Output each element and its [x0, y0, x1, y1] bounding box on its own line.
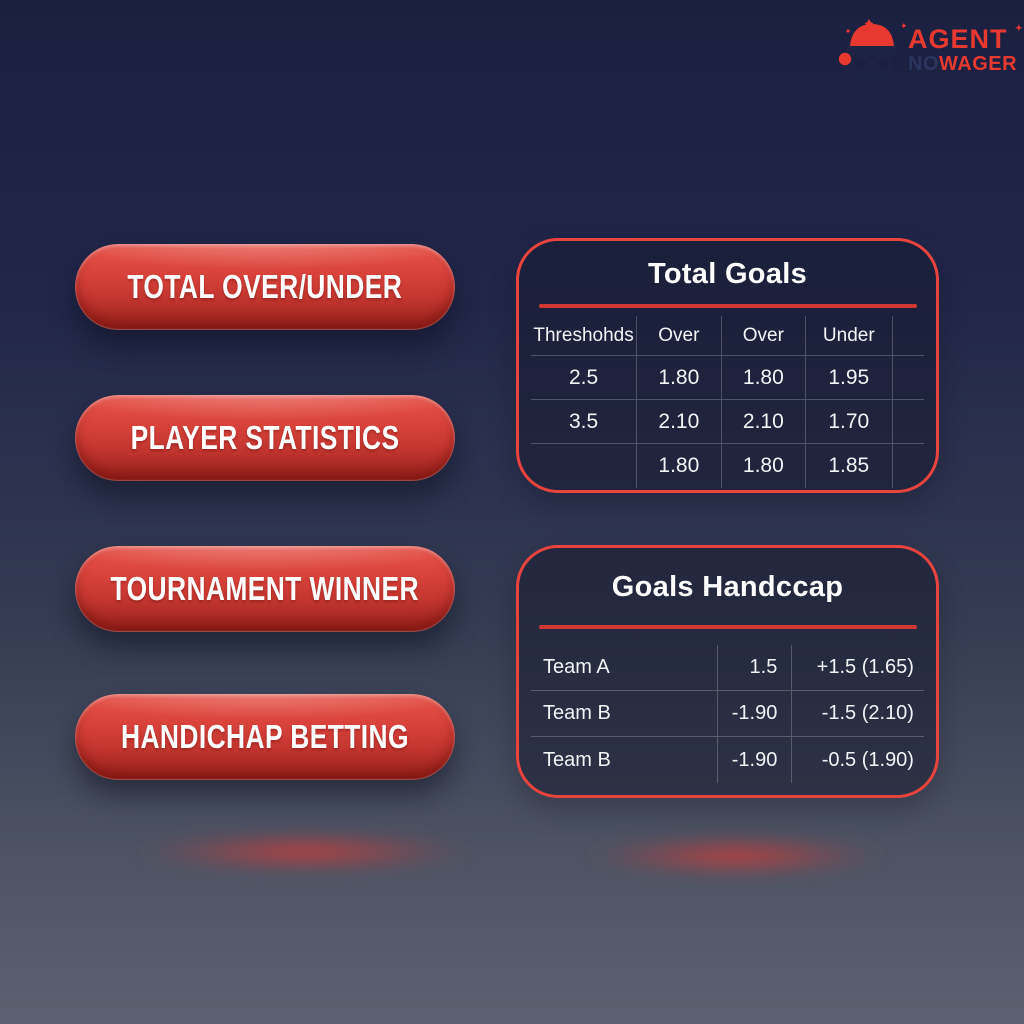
card-title: Goals Handccap [611, 571, 844, 603]
table-cell: -1.5 (2.10) [792, 691, 924, 737]
sparkle-icon: ✦ [900, 21, 908, 31]
column-header: Under [806, 316, 893, 356]
title-underline [538, 304, 917, 308]
button-label: TOURNAMENT WINNER [110, 570, 420, 607]
team-cell: Team B [531, 691, 718, 737]
table-cell [892, 356, 924, 400]
handicap-betting-button[interactable]: HANDICHAP BETTING [75, 694, 455, 780]
table-cell: 1.5 [717, 645, 793, 691]
brand-no: NO [908, 53, 939, 75]
table-cell [893, 444, 924, 488]
column-header: Threshohds [531, 316, 638, 356]
table-cell: -1.90 [717, 691, 793, 737]
button-label: TOTAL OVER/UNDER [127, 268, 403, 305]
table-cell [892, 400, 924, 444]
table-cell: -0.5 (1.90) [821, 748, 914, 771]
button-label: HANDICHAP BETTING [121, 718, 409, 755]
santa-agent-icon [838, 19, 897, 80]
table-cell: -1.90 [718, 737, 793, 783]
total-over-under-button[interactable]: TOTAL OVER/UNDER [75, 244, 455, 330]
sparkle-icon: ✦ [1015, 23, 1024, 33]
column-header: Over [637, 316, 722, 356]
total-goals-table: Threshohds Over Over Under 2.5 1.80 1.80… [531, 316, 924, 488]
team-cell: Team B [531, 737, 718, 783]
tournament-winner-button[interactable]: TOURNAMENT WINNER [75, 546, 455, 632]
column-header-empty [892, 316, 924, 356]
total-goals-card: Total Goals Threshohds Over Over Under 2… [516, 238, 939, 493]
table-cell: 2.10 [721, 400, 807, 444]
player-statistics-button[interactable]: PLAYER STATISTICS [75, 395, 455, 481]
card-title: Total Goals [647, 258, 808, 290]
table-cell: 1.70 [806, 400, 893, 444]
table-cell: 2.5 [531, 356, 638, 400]
brand-wager: WAGER [939, 53, 1018, 75]
column-header: Over [721, 316, 807, 356]
table-cell: 1.80 [722, 444, 807, 488]
brand-logo: ✦ AGENT NOWAGER ✦ [836, 12, 1023, 88]
brand-line2: NOWAGER ✦ [908, 24, 1023, 75]
table-cell: 1.95 [806, 356, 893, 400]
table-cell: 1.80 [637, 356, 722, 400]
table-cell [531, 444, 638, 488]
table-cell: 2.10 [637, 400, 722, 444]
brand-wordmark: ✦ AGENT NOWAGER ✦ [900, 22, 1023, 75]
table-cell: 1.80 [637, 444, 722, 488]
team-cell: Team A [531, 645, 718, 691]
table-cell: +1.5 (1.65) [792, 645, 924, 691]
red-glow-left [140, 834, 470, 870]
table-cell: 1.80 [721, 356, 807, 400]
table-cell: 3.5 [531, 400, 638, 444]
title-underline [538, 625, 917, 629]
goals-handicap-card: Goals Handccap Team A 1.5 +1.5 (1.65) Te… [516, 545, 939, 798]
red-glow-right [588, 838, 883, 874]
brand-line1: AGENT [908, 24, 1008, 54]
goals-handicap-table: Team A 1.5 +1.5 (1.65) Team B -1.90 -1.5… [531, 645, 924, 783]
table-cell: 1.85 [806, 444, 893, 488]
button-label: PLAYER STATISTICS [130, 419, 400, 456]
